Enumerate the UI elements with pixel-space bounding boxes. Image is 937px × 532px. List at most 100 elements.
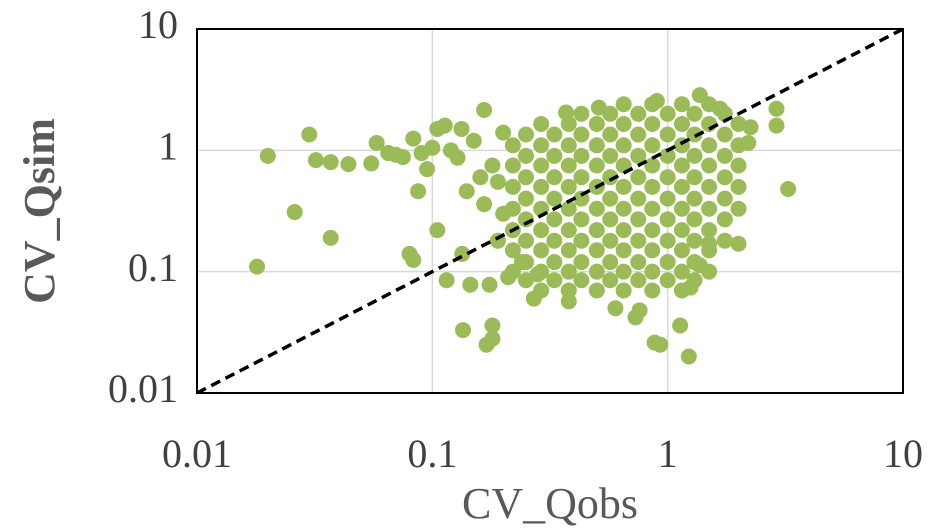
point [504,200,521,217]
point [588,222,605,239]
point [442,142,459,159]
identity-line [196,27,904,395]
point [588,282,605,299]
point [484,157,501,174]
point [405,130,422,147]
point [730,137,747,154]
point [701,137,718,154]
point [659,126,676,143]
point [249,258,266,275]
point [476,196,493,213]
point [424,139,441,156]
point [644,242,661,259]
point [659,169,676,186]
point [602,105,619,122]
point [673,263,690,280]
point [602,272,619,289]
point [644,157,661,174]
point [533,242,550,259]
point [686,190,703,207]
y-tick-label: 0.01 [108,366,178,411]
point [573,169,590,186]
point [630,211,647,228]
point [517,272,534,289]
point [659,232,676,249]
point [560,242,577,259]
point [644,263,661,280]
point [517,211,534,228]
point [673,222,690,239]
point [672,317,689,334]
point [602,190,619,207]
point [588,200,605,217]
point [701,96,718,113]
point [588,137,605,154]
tick-labels: 0.01 0.1 1 10 0.01 0.1 1 10 [108,2,923,476]
point [780,181,797,198]
point [659,147,676,164]
point [533,282,550,299]
point [438,272,455,289]
point [631,302,648,319]
point [419,161,436,178]
point [686,147,703,164]
point [644,178,661,195]
point [615,115,632,132]
point [436,117,453,134]
point [546,190,563,207]
point [588,263,605,280]
point [615,222,632,239]
point [472,169,489,186]
plot-frame [196,28,904,394]
point [686,211,703,228]
y-tick-label: 10 [138,2,178,47]
point [630,147,647,164]
point [517,126,534,143]
point [573,105,590,122]
x-tick-label: 10 [883,431,923,476]
point [602,254,619,271]
point [701,178,718,195]
point [484,330,501,347]
x-tick-label: 1 [658,431,678,476]
point [560,178,577,195]
point [680,348,697,365]
point [573,211,590,228]
point [615,137,632,154]
point [573,147,590,164]
point [363,155,380,172]
point [517,169,534,186]
point [701,242,718,259]
point [686,126,703,143]
point [286,204,303,221]
point [644,137,661,154]
point [730,200,747,217]
point [504,178,521,195]
point [560,137,577,154]
point [602,232,619,249]
point [644,200,661,217]
point [716,211,733,228]
point [659,190,676,207]
point [730,178,747,195]
point [602,169,619,186]
point [630,272,647,289]
point [602,147,619,164]
point [517,147,534,164]
x-axis-title: CV_Qobs [462,479,638,528]
point [673,200,690,217]
point [462,276,479,293]
point [546,232,563,249]
point [630,254,647,271]
point [465,132,482,149]
point [517,254,534,271]
point [644,282,661,299]
point [560,200,577,217]
point [630,105,647,122]
point [458,183,475,200]
point [546,272,563,289]
point [484,317,501,334]
point [615,263,632,280]
point [588,157,605,174]
